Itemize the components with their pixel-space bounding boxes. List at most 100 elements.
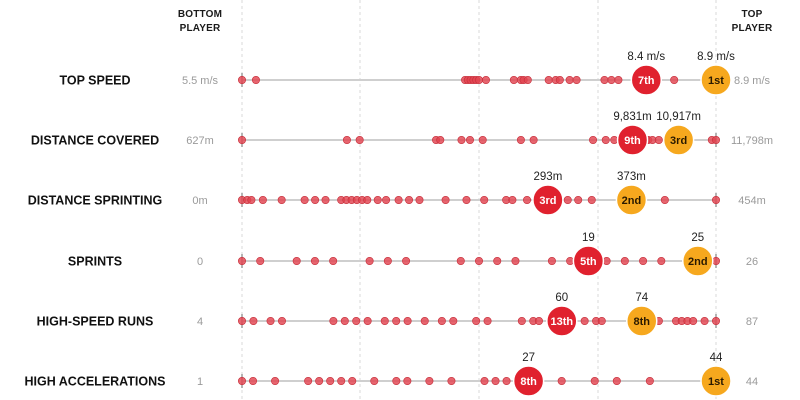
rank-label: 5th xyxy=(580,256,597,268)
highlight-player-marker xyxy=(512,365,545,397)
player-dot xyxy=(292,256,301,265)
max-value-label: 26 xyxy=(746,256,758,268)
player-dot xyxy=(238,376,247,385)
player-dot xyxy=(517,316,526,325)
max-value-label: 87 xyxy=(746,316,758,328)
player-dot xyxy=(511,256,520,265)
metric-label: TOP SPEED xyxy=(59,74,130,88)
player-dot xyxy=(580,316,589,325)
player-dot xyxy=(392,376,401,385)
highlight-player-marker xyxy=(616,124,649,156)
player-dot xyxy=(337,376,346,385)
player-dot xyxy=(589,136,598,145)
player-dot xyxy=(383,256,392,265)
player-dot xyxy=(474,256,483,265)
player-dot xyxy=(355,136,364,145)
player-dot xyxy=(266,316,275,325)
player-dot xyxy=(711,136,720,145)
metric-row: TOP SPEED 5.5 m/s 8.9 m/s 7th 8.4 m/s 1st 8.9 … xyxy=(59,51,771,96)
player-dot xyxy=(529,136,538,145)
player-dot xyxy=(340,316,349,325)
player-dot xyxy=(657,256,666,265)
player-dot xyxy=(403,316,412,325)
player-dot xyxy=(654,136,663,145)
metric-row: DISTANCE COVERED 627m 11,798m 9th 9,831m 3rd 1… xyxy=(31,111,773,156)
player-dot xyxy=(509,76,518,85)
player-dot xyxy=(420,316,429,325)
player-dot xyxy=(365,256,374,265)
player-dot xyxy=(474,76,483,85)
min-value-label: 0 xyxy=(197,256,203,268)
player-dot xyxy=(441,196,450,205)
highlight-player-marker xyxy=(700,64,732,96)
player-dot xyxy=(363,316,372,325)
player-dot xyxy=(329,256,338,265)
player-dot xyxy=(700,316,709,325)
player-dot xyxy=(557,376,566,385)
player-dot xyxy=(363,196,372,205)
player-dot xyxy=(544,76,553,85)
player-dot xyxy=(310,256,319,265)
player-dot xyxy=(238,136,247,145)
player-dot xyxy=(614,76,623,85)
player-dot xyxy=(574,196,583,205)
highlight-value-label: 74 xyxy=(635,292,648,304)
player-dot xyxy=(523,196,532,205)
player-dot xyxy=(436,136,445,145)
highlight-player-marker xyxy=(546,305,578,337)
player-dot xyxy=(348,376,357,385)
max-value-label: 44 xyxy=(746,376,758,388)
player-dot xyxy=(481,76,490,85)
highlight-value-label: 8.9 m/s xyxy=(697,51,735,63)
player-dot xyxy=(329,316,338,325)
player-dot xyxy=(352,316,361,325)
highlight-player-marker xyxy=(700,365,732,397)
highlight-player-marker xyxy=(615,184,648,216)
player-dot xyxy=(370,376,379,385)
player-dot xyxy=(249,316,258,325)
player-dot xyxy=(523,76,532,85)
bottom-player-header-line2: PLAYER xyxy=(180,23,221,34)
highlight-player-marker xyxy=(626,305,658,337)
player-dot xyxy=(405,196,414,205)
player-dot xyxy=(502,376,511,385)
player-dot xyxy=(304,376,313,385)
player-dot xyxy=(670,76,679,85)
highlight-value-label: 44 xyxy=(710,352,723,364)
player-dot xyxy=(449,316,458,325)
player-dot xyxy=(251,76,260,85)
bottom-player-header-line1: BOTTOM xyxy=(178,9,222,20)
player-dot xyxy=(465,136,474,145)
player-dot xyxy=(437,316,446,325)
player-dot xyxy=(607,76,616,85)
min-value-label: 627m xyxy=(186,135,214,147)
rank-label: 7th xyxy=(638,75,655,87)
highlight-value-label: 19 xyxy=(582,232,595,244)
highlight-player-marker xyxy=(630,64,663,96)
max-value-label: 8.9 m/s xyxy=(734,75,771,87)
rank-label: 2nd xyxy=(622,195,642,207)
player-dot xyxy=(321,196,330,205)
metric-row: SPRINTS 0 26 5th 19 2nd 25 xyxy=(68,232,758,277)
player-dot xyxy=(462,196,471,205)
highlight-value-label: 9,831m xyxy=(613,111,651,123)
metric-label: HIGH ACCELERATIONS xyxy=(25,375,166,389)
player-dot xyxy=(600,76,609,85)
player-dot xyxy=(565,76,574,85)
rank-label: 3rd xyxy=(670,135,687,147)
metric-rows: TOP SPEED 5.5 m/s 8.9 m/s 7th 8.4 m/s 1st 8.9 … xyxy=(25,51,773,397)
player-dot xyxy=(516,136,525,145)
player-dot xyxy=(415,196,424,205)
highlight-value-label: 8.4 m/s xyxy=(627,51,665,63)
highlight-value-label: 25 xyxy=(691,232,704,244)
player-dot xyxy=(238,76,247,85)
player-dot xyxy=(493,256,502,265)
metric-label: DISTANCE COVERED xyxy=(31,134,159,148)
player-dot xyxy=(572,76,581,85)
highlight-player-marker xyxy=(662,124,695,156)
min-value-label: 0m xyxy=(192,195,207,207)
player-dot xyxy=(277,196,286,205)
player-dot xyxy=(480,196,489,205)
highlight-value-label: 27 xyxy=(522,352,535,364)
